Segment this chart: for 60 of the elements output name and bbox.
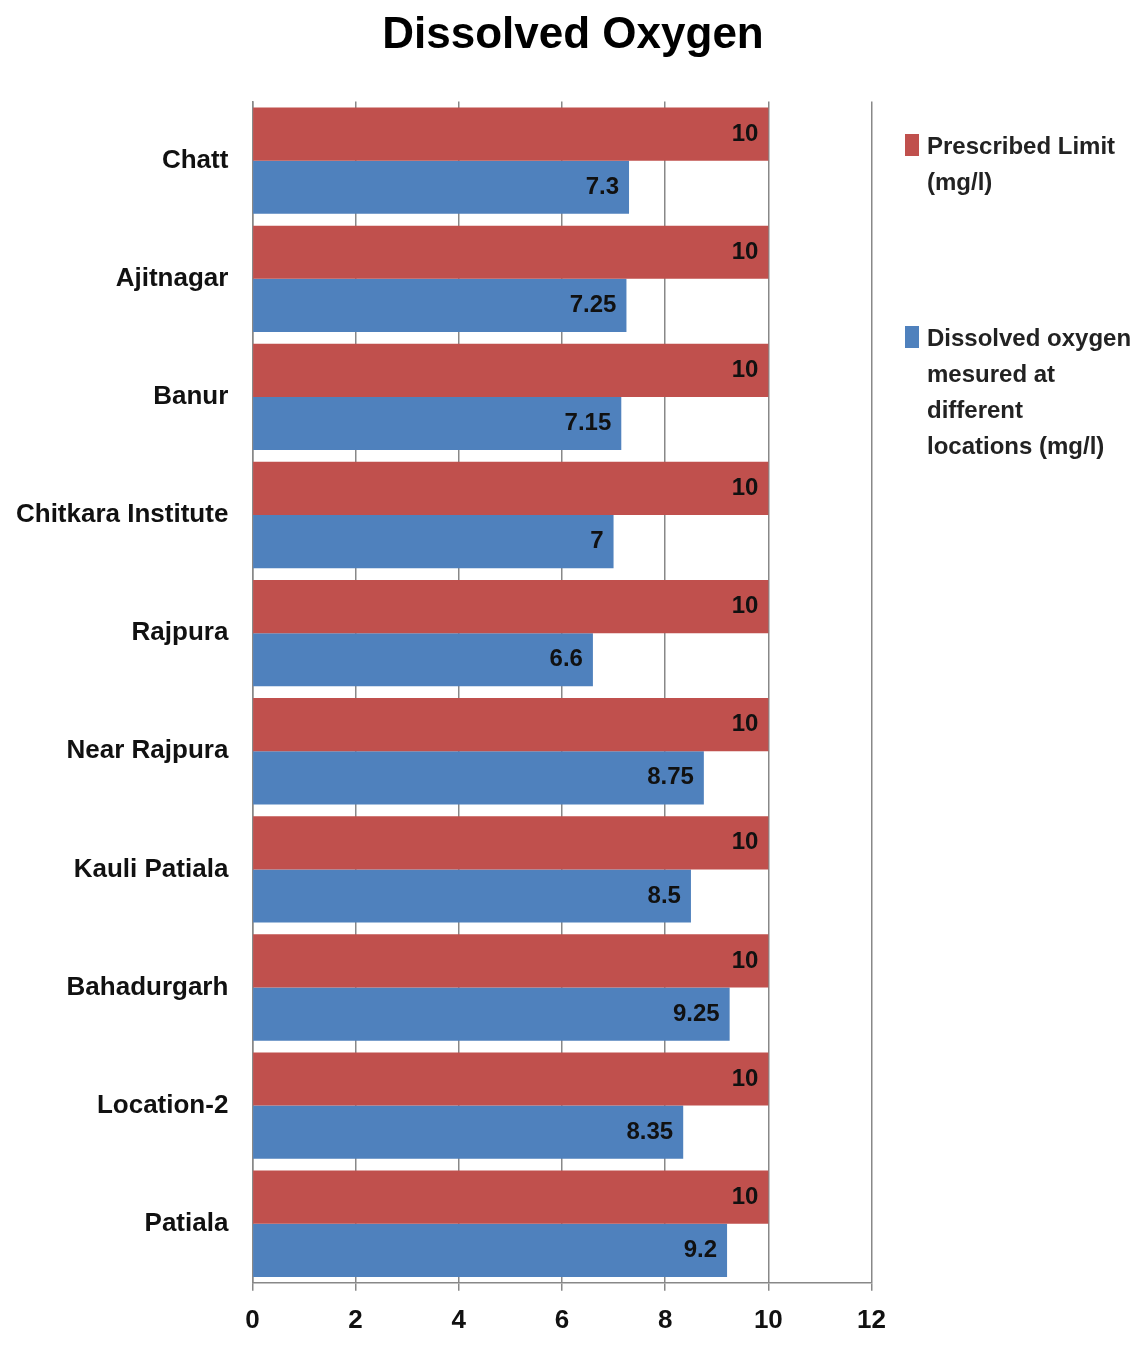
- x-tick-label: 12: [857, 1303, 886, 1334]
- y-tick-label: Near Rajpura: [66, 734, 229, 765]
- chart-title: Dissolved Oxygen: [381, 8, 765, 58]
- data-label: 9.25: [672, 998, 720, 1026]
- data-label: 10: [731, 118, 759, 146]
- data-label: 10: [731, 827, 759, 855]
- data-label: 10: [731, 236, 759, 264]
- y-tick-label: Chitkara Institute: [15, 498, 229, 529]
- x-tick-label: 2: [348, 1303, 363, 1334]
- legend-label: Dissolved oxygen mesured at different locations (mg/l): [927, 323, 1133, 461]
- data-label: 10: [731, 709, 759, 737]
- bar: [253, 1105, 684, 1159]
- data-label: 7.15: [564, 408, 612, 436]
- data-label: 10: [731, 354, 759, 382]
- y-tick-label: Banur: [153, 380, 229, 411]
- bar: [253, 633, 593, 687]
- data-label: 10: [731, 945, 759, 973]
- y-tick-label: Kauli Patiala: [73, 852, 229, 883]
- bar: [253, 1052, 769, 1106]
- legend-label: Prescribed Limit (mg/l): [927, 131, 1117, 197]
- data-label: 10: [731, 591, 759, 619]
- bar: [253, 396, 622, 451]
- bar: [253, 579, 769, 634]
- bar: [253, 934, 769, 988]
- data-label: 10: [731, 1063, 759, 1091]
- bar: [253, 107, 769, 161]
- bar: [253, 987, 730, 1041]
- x-tick-label: 6: [554, 1303, 570, 1334]
- data-label: 6.6: [549, 644, 583, 672]
- data-label: 9.2: [683, 1234, 718, 1262]
- x-tick-label: 8: [657, 1303, 673, 1334]
- bar: [253, 225, 769, 279]
- x-tick-label: 4: [451, 1303, 467, 1334]
- data-label: 10: [731, 473, 759, 501]
- y-tick-label: Patiala: [144, 1206, 229, 1237]
- bar: [253, 1170, 769, 1224]
- data-label: 7.25: [569, 289, 617, 317]
- data-label: 10: [731, 1181, 759, 1209]
- y-tick-label: Ajitnagar: [115, 261, 229, 292]
- bar: [253, 343, 769, 397]
- bar: [253, 816, 769, 870]
- bar: [253, 160, 630, 214]
- bar: [253, 1223, 728, 1277]
- y-tick-label: Location-2: [96, 1088, 229, 1119]
- y-tick-label: Rajpura: [131, 616, 229, 647]
- bar: [253, 278, 627, 332]
- y-tick-label: Bahadurgarh: [66, 970, 229, 1001]
- bar: [253, 751, 704, 805]
- bar: [253, 698, 769, 752]
- x-tick-label: 0: [245, 1303, 260, 1334]
- bar: [253, 461, 769, 516]
- data-label: 8.75: [647, 762, 694, 790]
- bar: [253, 869, 691, 923]
- data-label: 7.3: [585, 171, 620, 199]
- y-tick-label: Chatt: [161, 143, 229, 174]
- data-label: 7: [590, 526, 604, 554]
- bar: [253, 515, 614, 569]
- data-label: 8.35: [626, 1116, 674, 1144]
- x-tick-label: 10: [753, 1303, 783, 1334]
- data-label: 8.5: [647, 880, 681, 908]
